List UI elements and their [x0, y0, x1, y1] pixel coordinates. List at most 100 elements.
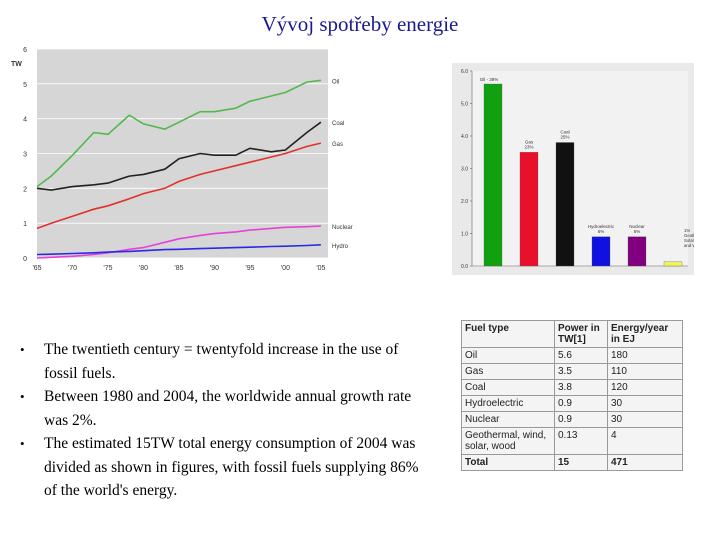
bullet-text: Between 1980 and 2004, the worldwide ann…	[44, 388, 412, 429]
y-tick-label: 5.0	[461, 102, 468, 108]
y-tick-label: 5	[23, 82, 27, 89]
table-cell: 180	[607, 347, 683, 364]
page-title: Vývoj spotřeby energie	[261, 12, 459, 36]
table-row: Geothermal, wind, solar, wood 0.13 4	[461, 427, 683, 455]
table-cell: Total	[461, 454, 555, 471]
table-row: Nuclear 0.9 30	[461, 411, 683, 428]
x-tick-label: '05	[316, 265, 325, 272]
bar-label: Nuclear 6%	[629, 224, 645, 234]
bar-label-pct: 25%	[560, 135, 569, 140]
bar	[627, 236, 647, 267]
table-total-row: Total 15 471	[461, 454, 683, 471]
table-cell: Geothermal, wind, solar, wood	[461, 427, 555, 455]
bar	[483, 83, 503, 267]
y-tick-label: 2	[23, 186, 27, 193]
table-header-cell: Fuel type	[461, 320, 555, 348]
bar-label-name: Nuclear	[629, 224, 645, 229]
table-cell: 3.8	[554, 379, 608, 396]
table-row: Oil 5.6 180	[461, 347, 683, 364]
bullet-item: • The twentieth century = twentyfold inc…	[20, 338, 420, 385]
table-cell: 15	[554, 454, 608, 471]
bar-label-name: Coal	[560, 130, 569, 135]
x-tick-label: '00	[281, 265, 290, 272]
table-cell: Gas	[461, 363, 555, 380]
x-tick-label: '80	[139, 265, 148, 272]
bar-label: Gas 23%	[524, 139, 533, 149]
bar-label-pct: 23%	[524, 144, 533, 149]
bar-label-name: Gas	[525, 139, 534, 144]
bar-label-name: Hydroelectric	[588, 224, 615, 229]
y-tick-label: 1.0	[461, 232, 468, 238]
series-line-gas	[36, 142, 322, 230]
table-cell: Coal	[461, 379, 555, 396]
energy-table-container: Fuel type Power in TW[1] Energy/year in …	[461, 320, 683, 471]
bullet-text: The twentieth century = twentyfold incre…	[44, 341, 399, 382]
table-cell: 0.9	[554, 411, 608, 428]
bar	[555, 142, 575, 267]
plot-area	[472, 71, 688, 266]
x-tick-label: '95	[245, 265, 254, 272]
bar-label-line: Solar, Wind,	[684, 238, 694, 243]
x-tick-label: '90	[210, 265, 219, 272]
bar	[519, 152, 539, 267]
bullet-dot-icon: •	[20, 389, 25, 404]
legend-label-gas: Gas	[332, 142, 343, 148]
y-tick-label: 3.0	[461, 167, 468, 173]
bar	[663, 261, 683, 267]
x-tick-label: '65	[32, 265, 41, 272]
y-tick-label: 2.0	[461, 199, 468, 205]
bar	[591, 236, 611, 267]
legend-label-oil: Oil	[332, 79, 339, 85]
bar-label-pct: 6%	[598, 229, 605, 234]
y-tick-label: 4	[23, 117, 27, 124]
bullet-dot-icon: •	[20, 436, 25, 451]
bar-label: Oil - 38%	[480, 77, 499, 82]
x-tick-label: '75	[103, 265, 112, 272]
table-cell: 4	[607, 427, 683, 455]
bar-label-line: 1%	[684, 228, 690, 233]
y-tick-label: 4.0	[461, 134, 468, 140]
x-tick-label: '70	[68, 265, 77, 272]
table-cell: 120	[607, 379, 683, 396]
bullet-list: • The twentieth century = twentyfold inc…	[20, 338, 420, 503]
energy-consumption-line-chart: 0 1 2 3 4 5 6TW '65 '70 '75 '80 '85 '90 '95 '00 '05 Oil C…	[11, 47, 353, 272]
table-row: Coal 3.8 120	[461, 379, 683, 396]
bullet-dot-icon: •	[20, 342, 25, 357]
bar-label: 1% Geothermal, Solar, Wind, and Wood 1% Ge…	[684, 228, 694, 248]
y-tick-label: 1	[23, 221, 27, 228]
bar-label: Hydroelectric 6%	[588, 224, 615, 234]
bar-label-line: Geothermal,	[684, 233, 694, 238]
legend-label-hydro: Hydro	[332, 244, 349, 250]
y-tick-label: 3	[23, 152, 27, 159]
legend-label-nuclear: Nuclear	[332, 225, 353, 231]
series-line-oil	[36, 79, 322, 188]
series-line-hydro	[36, 244, 321, 256]
table-row: Hydroelectric 0.9 30	[461, 395, 683, 412]
table-cell: 3.5	[554, 363, 608, 380]
x-tick-label: '85	[174, 265, 183, 272]
table-cell: 30	[607, 395, 683, 412]
y-axis-label: TW	[11, 61, 22, 68]
table-cell: 0.9	[554, 395, 608, 412]
table-header-cell: Power in TW[1]	[554, 320, 608, 348]
legend-label-coal: Coal	[332, 121, 344, 127]
table-header-row: Fuel type Power in TW[1] Energy/year in …	[461, 320, 683, 348]
energy-share-bar-chart: 0.0 1.0 2.0 3.0 4.0 5.0 6.0 Oil - 38% Gas 23% Coal…	[452, 63, 694, 275]
y-tick-label: 6	[23, 47, 27, 54]
table-cell: 471	[607, 454, 683, 471]
energy-table: Fuel type Power in TW[1] Energy/year in …	[461, 320, 683, 471]
bullet-item: • Between 1980 and 2004, the worldwide a…	[20, 385, 420, 432]
table-cell: Nuclear	[461, 411, 555, 428]
table-cell: 0.13	[554, 427, 608, 455]
bar-label-pct: 6%	[634, 229, 641, 234]
bullet-item: • The estimated 15TW total energy consum…	[20, 432, 420, 503]
table-cell: Hydroelectric	[461, 395, 555, 412]
bar-label-line: and Wood	[684, 243, 694, 248]
series-line-nuclear	[36, 225, 321, 259]
table-cell: 110	[607, 363, 683, 380]
table-header-cell: Energy/year in EJ	[607, 320, 683, 348]
y-tick-label: 0	[23, 256, 27, 263]
table-row: Gas 3.5 110	[461, 363, 683, 380]
table-cell: Oil	[461, 347, 555, 364]
table-cell: 5.6	[554, 347, 608, 364]
